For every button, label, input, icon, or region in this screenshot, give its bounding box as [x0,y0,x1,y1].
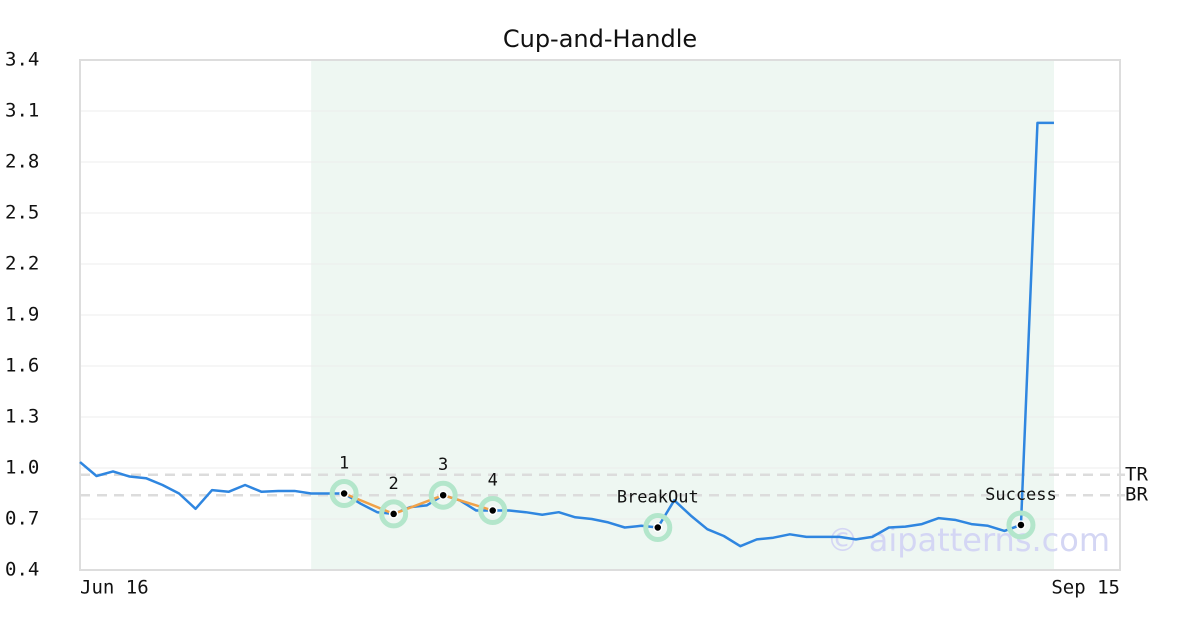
x-tick-label: Sep 15 [1051,577,1120,599]
point-label: BreakOut [617,488,699,508]
point-halo [329,479,359,508]
point-marker [487,505,498,516]
point-marker [339,488,349,499]
pattern-line [343,492,494,516]
y-tick-label: 3.1 [5,100,39,122]
point-label: Success [985,485,1057,505]
point-halo [478,496,508,525]
chart-title: Cup-and-Handle [503,25,697,53]
plot-frame [79,59,1121,571]
point-label: 4 [488,471,498,491]
point-marker [653,522,663,533]
point-label: 2 [389,474,399,494]
point-label: 3 [438,455,448,475]
y-tick-label: 1.3 [5,406,39,428]
watermark: © aipatterns.com [827,521,1110,559]
y-tick-label: 2.8 [5,151,39,173]
point-label: 1 [339,454,349,474]
price-line [79,121,1054,548]
point-halo [1006,510,1036,540]
point-marker [438,490,448,500]
y-tick-label: 0.4 [5,559,39,581]
y-tick-label: 2.5 [5,202,39,224]
x-tick-label: Jun 16 [80,577,149,599]
y-tick-label: 3.4 [5,49,39,71]
level-label: TR [1125,463,1148,485]
point-marker [1016,520,1026,530]
point-halo [428,480,458,510]
level-label: BR [1125,484,1148,506]
y-tick-label: 1.9 [5,304,39,326]
point-halo [643,513,673,542]
point-halo [379,499,409,529]
y-tick-label: 1.0 [5,457,39,479]
y-tick-label: 2.2 [5,253,39,275]
y-tick-label: 0.7 [5,508,39,530]
point-marker [388,509,399,519]
y-tick-label: 1.6 [5,355,39,377]
